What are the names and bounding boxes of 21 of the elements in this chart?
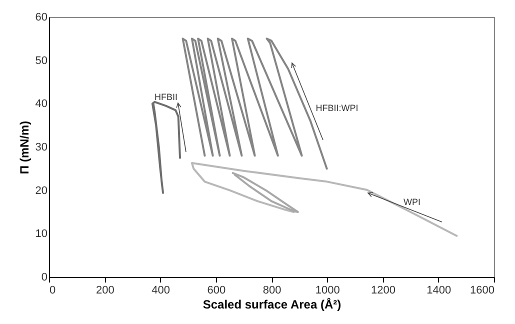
annotation: HFBII — [154, 92, 178, 102]
y-tick-label: 0 — [41, 272, 48, 284]
x-tick-label: 400 — [152, 284, 170, 296]
x-tick-label: 1000 — [315, 284, 340, 296]
y-tick-label: 60 — [35, 12, 48, 24]
x-tick-label: 1600 — [470, 284, 494, 296]
x-tick-label: 600 — [207, 284, 226, 296]
y-tick-label: 20 — [35, 184, 48, 197]
x-tick-label: 800 — [262, 284, 282, 296]
y-tick-label: 40 — [35, 98, 48, 110]
y-tick-label: 30 — [35, 142, 48, 154]
y-axis-title: Π (mN/m) — [17, 120, 32, 174]
x-tick-label: 1200 — [371, 284, 396, 296]
annotation: HFBII:WPI — [316, 103, 358, 113]
y-tick-label: 50 — [35, 54, 48, 67]
annotation: WPI — [404, 197, 420, 207]
y-tick-label: 10 — [35, 228, 48, 240]
x-tick-label: 0 — [50, 284, 56, 296]
x-tick-label: 200 — [96, 284, 114, 296]
x-tick-label: 1400 — [426, 284, 452, 296]
x-axis-title: Scaled surface Area (Å²) — [202, 298, 342, 312]
